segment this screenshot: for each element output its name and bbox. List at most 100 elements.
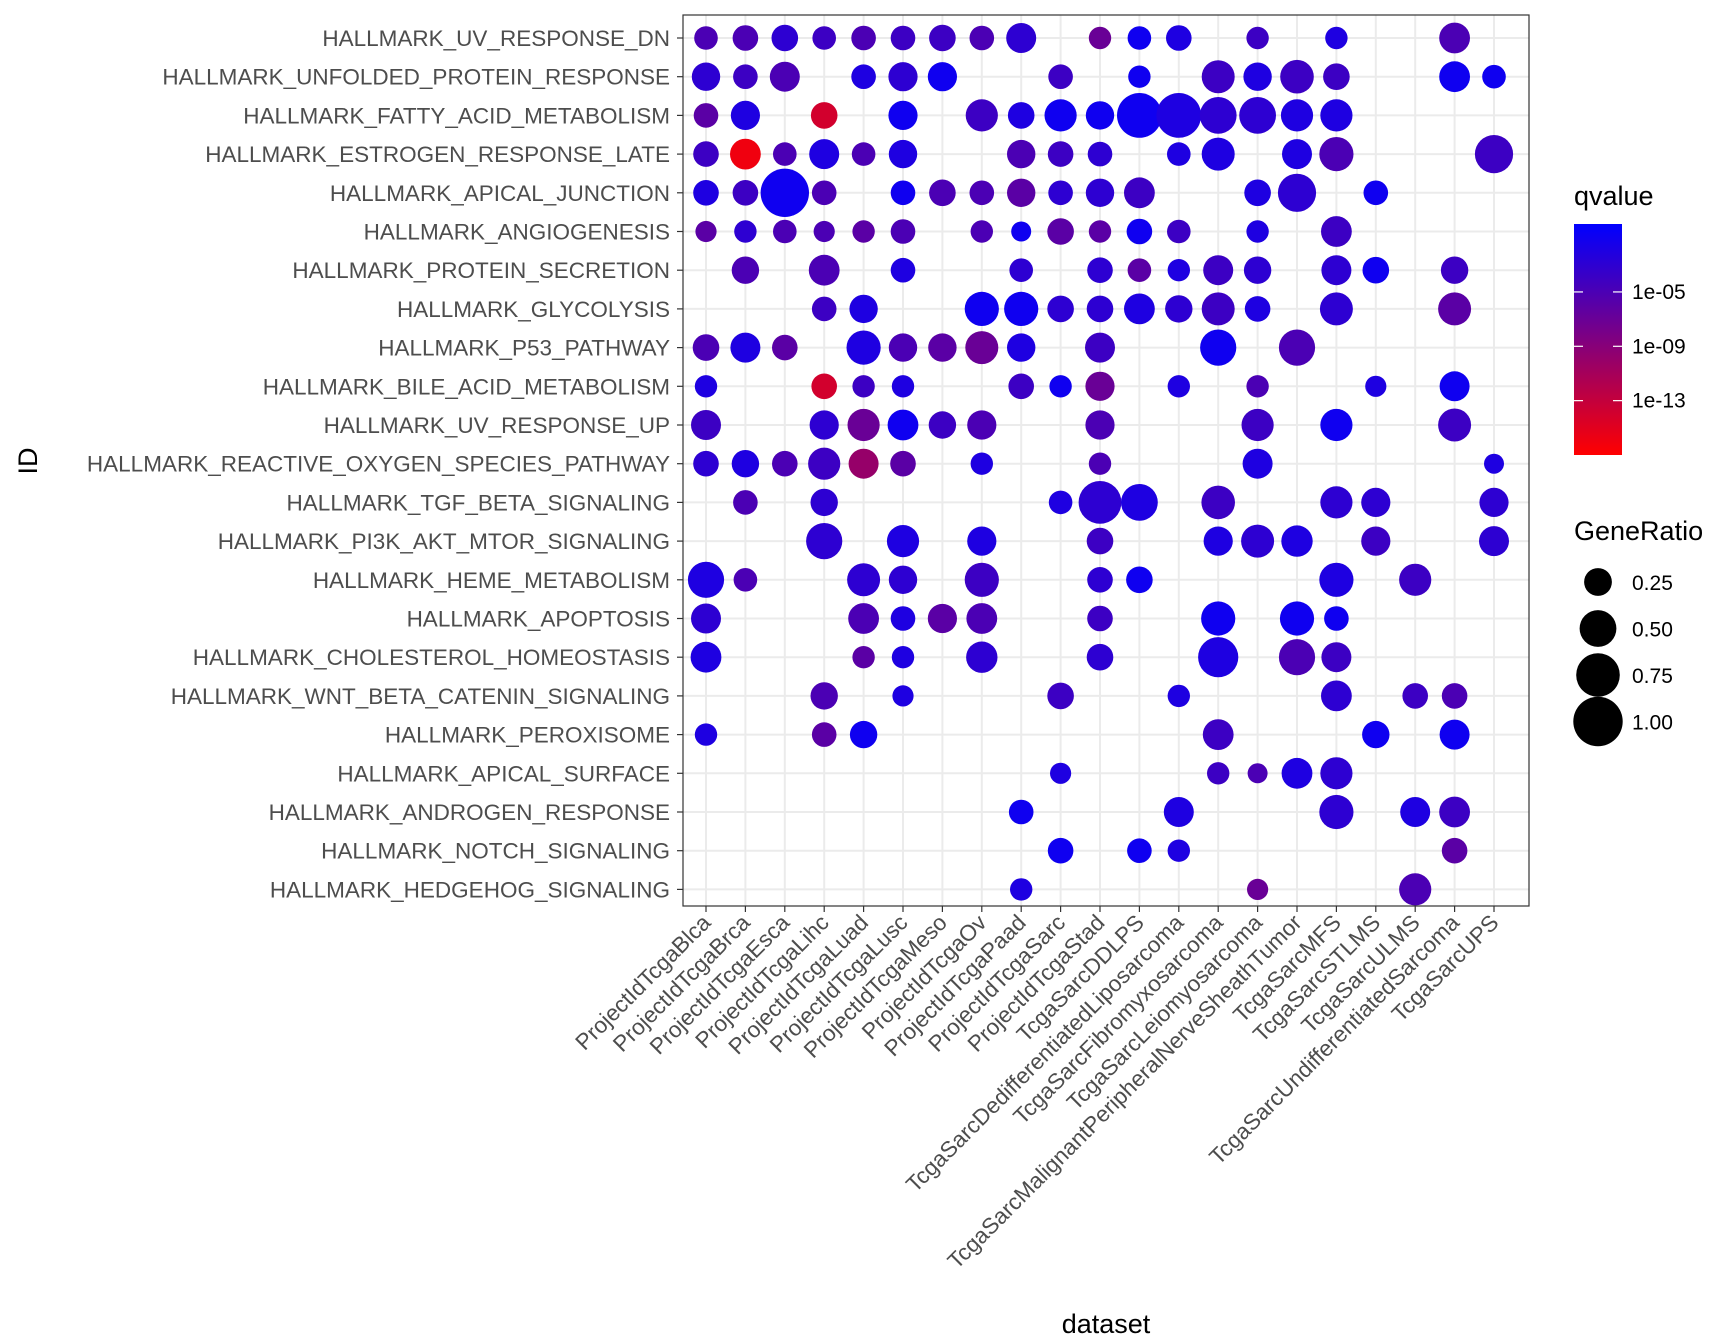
data-point: [1087, 605, 1113, 632]
data-point: [730, 332, 761, 363]
size-legend-title: GeneRatio: [1574, 516, 1703, 546]
data-point: [1086, 527, 1114, 555]
data-point: [1004, 291, 1039, 326]
data-point: [929, 24, 956, 52]
data-point: [1438, 408, 1472, 442]
data-point: [1247, 763, 1268, 784]
data-point: [1009, 258, 1033, 283]
data-point: [693, 450, 719, 477]
data-point: [886, 525, 920, 558]
data-point: [1479, 487, 1509, 517]
data-point: [809, 139, 840, 170]
data-point: [1044, 99, 1077, 132]
data-point: [691, 603, 721, 634]
data-point: [695, 220, 717, 243]
data-point: [1201, 137, 1235, 171]
y-tick-label: HALLMARK_REACTIVE_OXYGEN_SPECIES_PATHWAY: [87, 452, 670, 477]
data-point: [810, 682, 838, 710]
color-legend-title: qvalue: [1574, 181, 1654, 211]
y-axis-title: ID: [13, 448, 43, 475]
data-point: [1088, 26, 1112, 50]
data-point: [1078, 481, 1122, 524]
y-tick-label: HALLMARK_BILE_ACID_METABOLISM: [263, 374, 670, 399]
data-point: [1007, 139, 1036, 169]
data-point: [1126, 566, 1153, 594]
data-point: [1167, 684, 1191, 708]
data-point: [1087, 567, 1113, 593]
data-point: [1321, 255, 1352, 286]
data-point: [848, 603, 879, 634]
data-point: [1278, 329, 1316, 366]
data-point: [733, 64, 758, 89]
data-point: [890, 180, 916, 206]
y-tick-label: HALLMARK_ESTROGEN_RESPONSE_LATE: [205, 142, 670, 167]
data-point: [964, 291, 999, 326]
data-point: [1361, 526, 1391, 556]
data-point: [1126, 218, 1153, 245]
data-point: [1241, 408, 1274, 442]
data-point: [1200, 329, 1237, 366]
data-point: [811, 180, 837, 206]
data-point: [888, 139, 918, 169]
data-point: [810, 488, 838, 517]
data-point: [851, 64, 876, 89]
data-point: [1362, 256, 1390, 284]
y-tick-label: HALLMARK_UV_RESPONSE_UP: [324, 413, 670, 438]
data-point: [1085, 332, 1115, 363]
y-tick-label: HALLMARK_UV_RESPONSE_DN: [322, 26, 670, 51]
data-point: [1320, 757, 1353, 790]
data-point: [691, 410, 721, 440]
data-point: [1010, 878, 1033, 901]
data-point: [813, 220, 835, 243]
data-point: [1007, 102, 1035, 129]
data-point: [1277, 173, 1317, 212]
data-point: [1085, 178, 1115, 207]
data-point: [1127, 838, 1152, 863]
data-point: [1011, 221, 1032, 242]
data-point: [967, 410, 997, 440]
data-point: [1088, 220, 1112, 243]
data-point: [888, 100, 918, 130]
size-legend-label: 0.75: [1632, 665, 1673, 688]
y-tick-label: HALLMARK_FATTY_ACID_METABOLISM: [243, 103, 670, 128]
data-point: [811, 722, 837, 747]
data-point: [1363, 180, 1389, 206]
data-point: [772, 450, 798, 477]
data-point: [928, 411, 957, 439]
data-point: [1243, 256, 1272, 284]
data-point: [1402, 683, 1428, 709]
data-point: [812, 26, 836, 50]
data-point: [773, 219, 797, 244]
data-point: [890, 606, 916, 631]
data-point: [1007, 178, 1036, 207]
data-point: [890, 257, 916, 283]
data-point: [1085, 101, 1115, 130]
data-point: [1280, 59, 1314, 94]
data-point: [810, 102, 838, 129]
data-point: [1439, 22, 1470, 54]
data-point: [1319, 562, 1354, 597]
data-point: [1441, 683, 1468, 709]
data-point: [1399, 873, 1432, 906]
y-tick-label: HALLMARK_PROTEIN_SECRETION: [292, 258, 670, 283]
data-point: [1117, 93, 1162, 138]
data-point: [1049, 375, 1072, 398]
data-point: [1048, 490, 1073, 515]
data-point: [1047, 837, 1074, 864]
data-point: [731, 256, 760, 284]
data-point: [849, 294, 878, 324]
y-tick-label: HALLMARK_HEME_METABOLISM: [313, 568, 670, 593]
data-point: [694, 723, 718, 746]
data-point: [1202, 719, 1234, 750]
data-point: [811, 296, 837, 322]
y-tick-label: HALLMARK_ANGIOGENESIS: [364, 220, 670, 245]
y-tick-label: HALLMARK_NOTCH_SIGNALING: [321, 839, 670, 864]
data-point: [966, 603, 998, 634]
data-point: [891, 375, 915, 398]
data-point: [1246, 26, 1269, 50]
data-point: [1201, 485, 1235, 520]
data-point: [1439, 719, 1470, 750]
data-point: [852, 646, 875, 669]
data-point: [1246, 220, 1269, 243]
